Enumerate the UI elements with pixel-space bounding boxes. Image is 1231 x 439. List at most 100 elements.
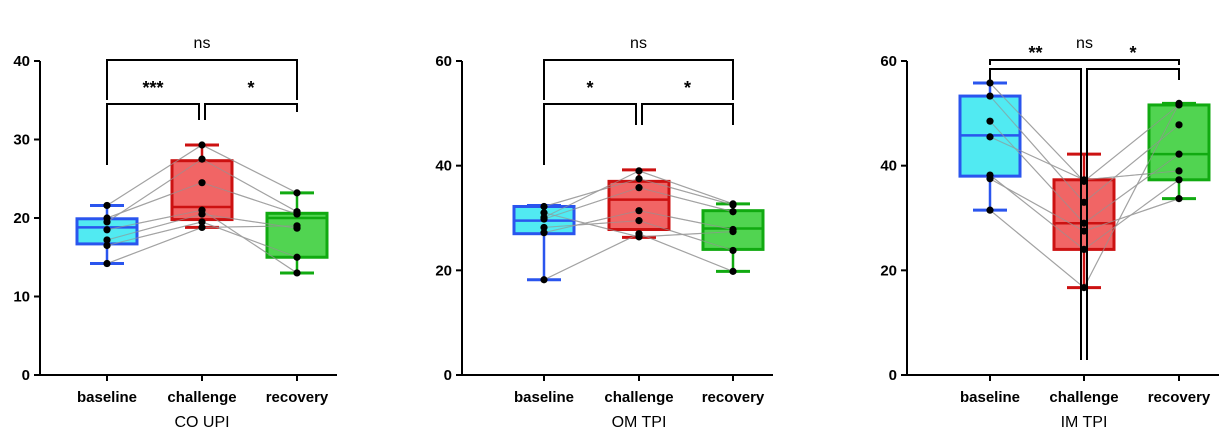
data-point: [103, 218, 111, 226]
significance-label: ns: [1076, 35, 1093, 52]
bracket-1-2: [204, 103, 298, 120]
data-point: [1175, 176, 1183, 184]
significance-label: *: [247, 78, 254, 98]
data-point: [1175, 195, 1183, 203]
data-point: [1080, 176, 1088, 184]
x-tick-label-baseline: baseline: [960, 389, 1020, 406]
data-point: [635, 207, 643, 215]
data-point: [1175, 99, 1183, 107]
box-recovery: [265, 211, 329, 259]
y-tick-label: 60: [880, 53, 897, 70]
data-point: [729, 246, 737, 255]
data-point: [986, 117, 994, 125]
significance-label: **: [1028, 43, 1042, 63]
data-point: [198, 141, 206, 149]
data-point: [103, 236, 111, 244]
data-point: [635, 233, 643, 241]
y-tick-label: 20: [880, 262, 897, 279]
data-point: [986, 175, 994, 183]
significance-label: *: [684, 78, 691, 98]
bracket-0-1: [106, 103, 200, 165]
data-point: [729, 267, 737, 275]
y-tick-label: 40: [13, 53, 30, 70]
data-point: [1080, 219, 1088, 227]
significance-label: ***: [142, 78, 163, 98]
data-point: [293, 208, 301, 216]
x-axis-title: CO UPI: [174, 414, 229, 431]
chart-panel-2: 0 20 40 60 baseline challenge recovery OM TPI * *…: [435, 35, 773, 431]
bracket-ns: [543, 59, 734, 100]
x-tick-label-recovery: recovery: [1148, 389, 1211, 406]
data-point: [540, 229, 548, 237]
data-point: [198, 223, 206, 232]
bracket-ns: [106, 59, 298, 100]
data-point: [103, 226, 111, 234]
data-point: [293, 253, 301, 261]
y-tick-label: 20: [435, 262, 452, 279]
significance-label: *: [586, 78, 593, 98]
x-tick-label-challenge: challenge: [1049, 389, 1118, 406]
data-point: [293, 189, 301, 197]
x-axis-title: IM TPI: [1061, 414, 1108, 431]
data-point: [986, 133, 994, 141]
x-tick-label-challenge: challenge: [167, 389, 236, 406]
data-point: [729, 208, 737, 216]
data-point: [293, 222, 301, 230]
y-tick-label: 20: [13, 210, 30, 227]
bracket-0-1: [989, 68, 1082, 360]
data-point: [1175, 150, 1183, 158]
data-point: [1175, 121, 1183, 129]
data-point: [198, 155, 206, 163]
data-point: [540, 276, 548, 284]
data-point: [635, 184, 643, 192]
chart-panel-1: 0 10 20 30 40 baseline challenge recovery CO UPI…: [13, 35, 337, 431]
bracket-1-2: [641, 103, 734, 125]
y-tick-label: 40: [880, 158, 897, 175]
data-point: [729, 228, 737, 236]
box-challenge: [1052, 178, 1116, 251]
data-point: [540, 223, 548, 232]
data-point: [198, 206, 206, 214]
y-tick-label: 30: [13, 132, 30, 149]
data-point: [293, 269, 301, 277]
y-tick-label: 40: [435, 158, 452, 175]
data-point: [198, 179, 206, 187]
y-tick-label: 0: [444, 367, 452, 384]
y-tick-label: 0: [889, 367, 897, 384]
data-point: [1080, 198, 1088, 206]
x-tick-label-recovery: recovery: [702, 389, 765, 406]
data-point: [986, 79, 994, 87]
significance-label: ns: [630, 35, 647, 52]
data-point: [1080, 245, 1088, 253]
data-point: [1080, 284, 1088, 292]
data-point: [986, 92, 994, 100]
x-tick-label-baseline: baseline: [77, 389, 137, 406]
y-tick-label: 60: [435, 53, 452, 70]
data-point: [540, 209, 548, 217]
data-point: [986, 206, 994, 214]
bracket-0-1: [543, 103, 637, 165]
data-point: [635, 217, 643, 225]
y-tick-label: 10: [13, 289, 30, 306]
data-point: [103, 259, 111, 268]
data-point: [103, 201, 111, 210]
data-point: [540, 202, 548, 211]
significance-label: ns: [194, 35, 211, 52]
data-point: [103, 241, 111, 250]
data-point: [635, 167, 643, 175]
data-point: [1175, 167, 1183, 175]
data-point: [635, 175, 643, 183]
x-tick-label-challenge: challenge: [604, 389, 673, 406]
x-axis-title: OM TPI: [612, 414, 667, 431]
data-point: [198, 218, 206, 226]
significance-label: *: [1129, 43, 1136, 63]
x-tick-label-recovery: recovery: [266, 389, 329, 406]
data-point: [1080, 227, 1088, 235]
y-tick-label: 0: [22, 367, 30, 384]
bracket-ns: [989, 59, 1180, 65]
x-tick-label-baseline: baseline: [514, 389, 574, 406]
bracket-1-2: [1086, 68, 1180, 360]
